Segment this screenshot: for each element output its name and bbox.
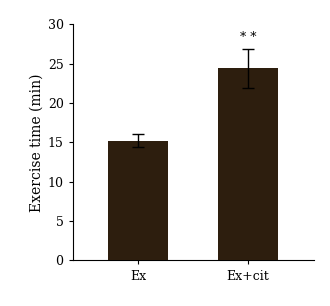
Bar xyxy=(218,69,278,260)
Y-axis label: Exercise time (min): Exercise time (min) xyxy=(29,73,44,211)
Text: * *: * * xyxy=(240,31,256,44)
Bar xyxy=(108,141,168,260)
